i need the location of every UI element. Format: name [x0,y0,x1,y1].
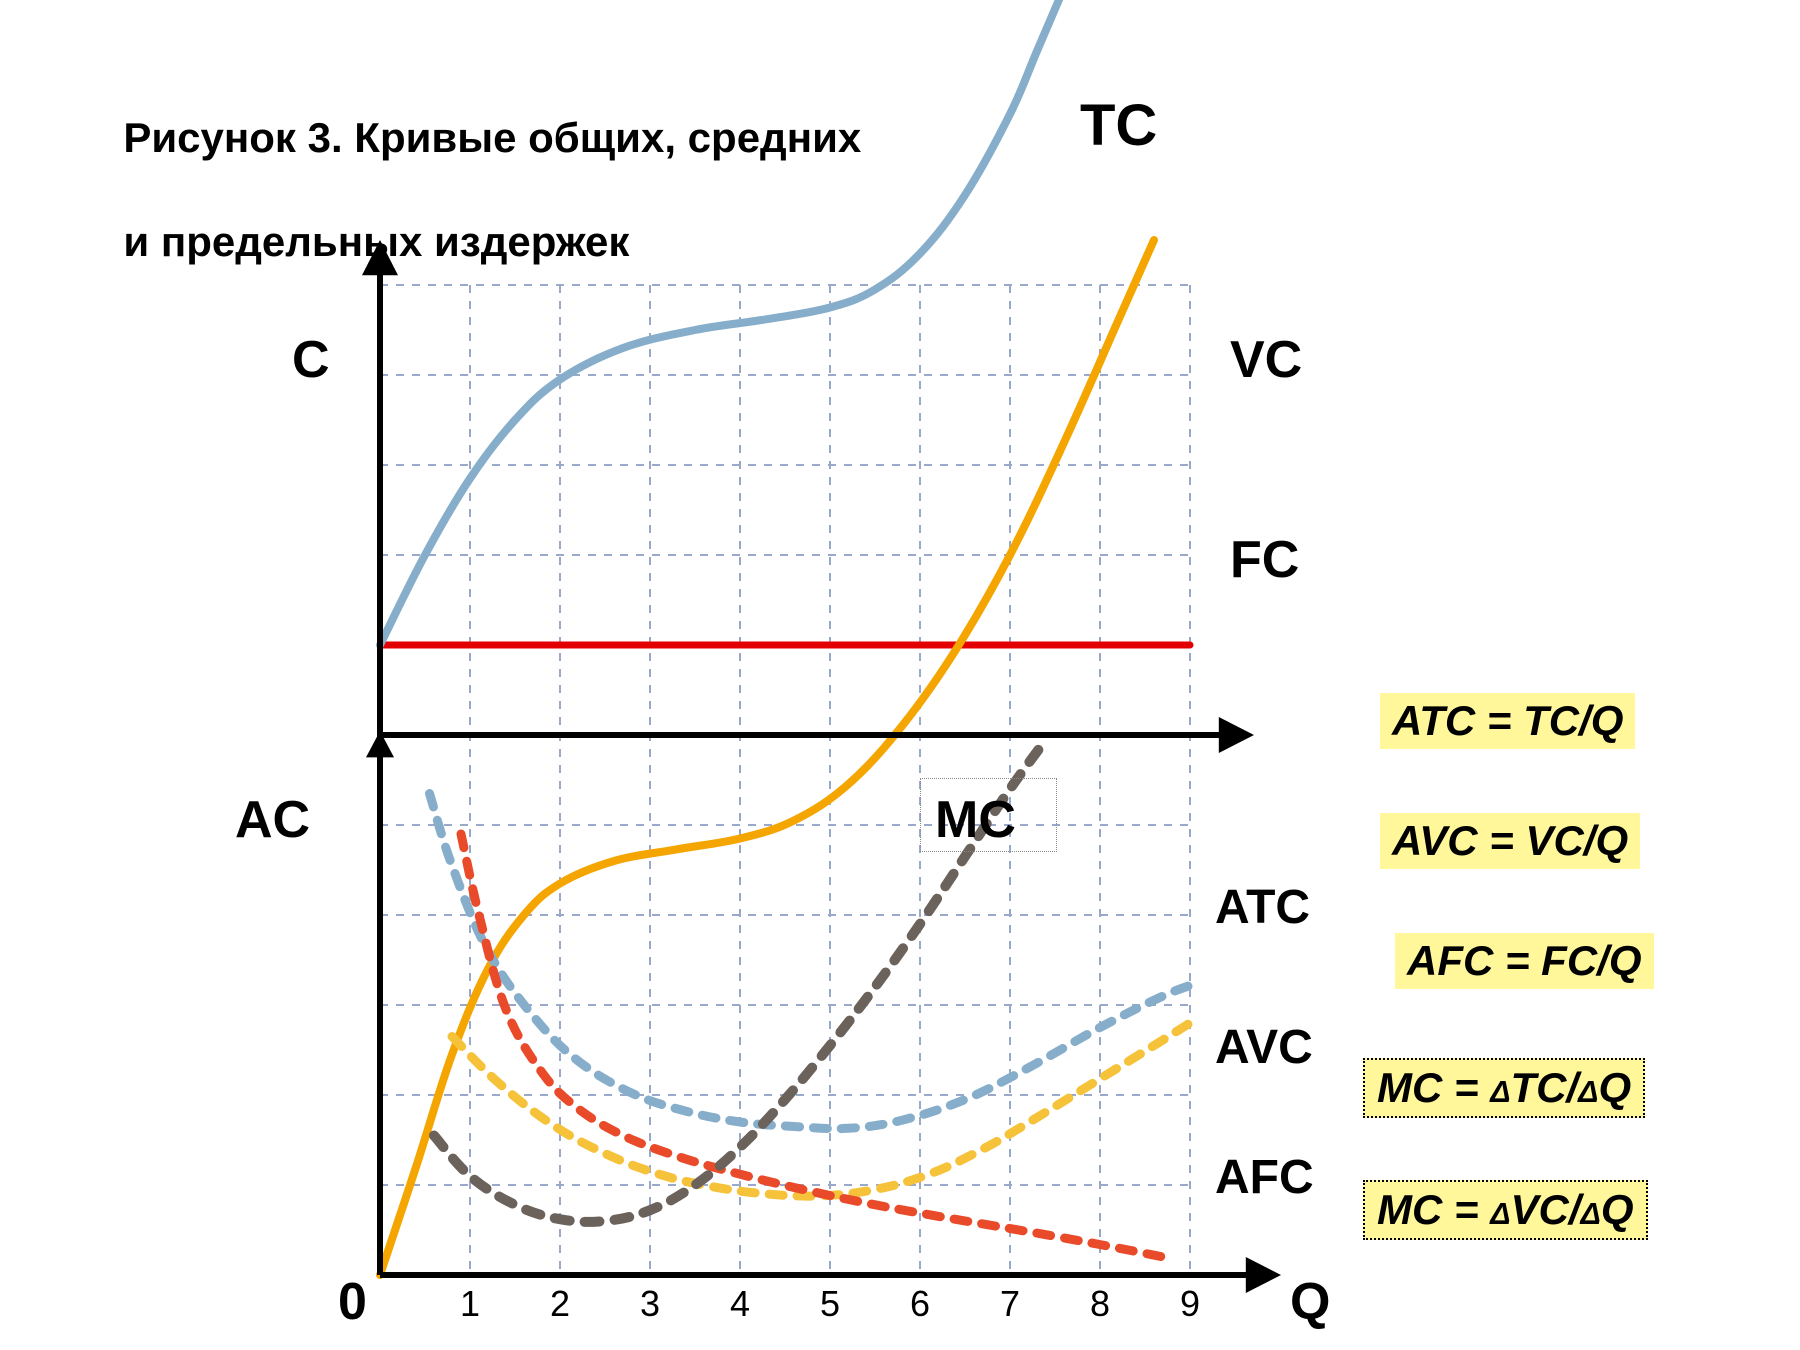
curve-label-avc: AVC [1215,1020,1313,1075]
formula-1: AVC = VC/Q [1380,813,1640,869]
curve-label-atc: ATC [1215,880,1310,935]
x-tick-7: 7 [1000,1283,1020,1325]
x-tick-9: 9 [1180,1283,1200,1325]
x-tick-4: 4 [730,1283,750,1325]
axis-label-ac: AC [235,790,310,850]
curve-tc [380,0,1064,645]
formula-4: MC = ΔVC/ΔQ [1363,1180,1648,1240]
x-tick-5: 5 [820,1283,840,1325]
curve-label-tc: TC [1080,92,1157,159]
curve-label-afc: AFC [1215,1150,1314,1205]
axis-label-c: C [292,330,330,390]
formula-2: AFC = FC/Q [1395,933,1654,989]
curve-label-fc: FC [1230,530,1299,590]
curve-label-vc: VC [1230,330,1302,390]
x-tick-6: 6 [910,1283,930,1325]
curve-label-mc: MC [935,790,1016,850]
formula-0: ATC = TC/Q [1380,693,1635,749]
x-tick-3: 3 [640,1283,660,1325]
x-tick-8: 8 [1090,1283,1110,1325]
x-tick-2: 2 [550,1283,570,1325]
formula-3: MC = ΔTC/ΔQ [1363,1058,1645,1118]
cost-curves-chart [0,0,1800,1350]
origin-label: 0 [338,1272,367,1332]
x-tick-1: 1 [460,1283,480,1325]
axis-label-q: Q [1290,1272,1330,1332]
